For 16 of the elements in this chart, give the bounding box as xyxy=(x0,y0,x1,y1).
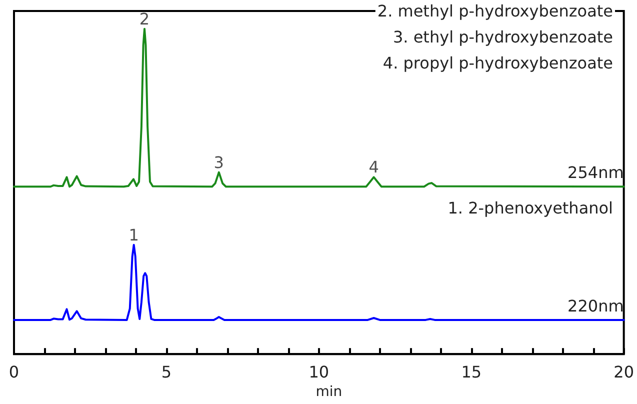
annotation: 4. propyl p-hydroxybenzoate xyxy=(382,54,614,72)
text: 2. methyl p-hydroxybenzoate xyxy=(377,2,614,20)
x-axis-title: min xyxy=(316,384,342,400)
x-tick-label: 20 xyxy=(614,362,634,382)
x-tick-label: 5 xyxy=(161,362,172,382)
series-label: 254nm xyxy=(568,163,624,182)
annotation: 1. 2-phenoxyethanol xyxy=(448,198,614,218)
annotation: 3. ethyl p-hydroxybenzoate xyxy=(392,28,613,46)
annotation: 2 xyxy=(139,9,150,28)
annotation: 3 xyxy=(214,152,224,172)
series-label: 220nm xyxy=(568,296,624,316)
annotation: 1 xyxy=(128,225,139,244)
x-tick-label: 10 xyxy=(308,362,330,382)
annotation: 4 xyxy=(368,158,379,177)
x-tick-label: 15 xyxy=(461,362,482,382)
x-tick-label: 0 xyxy=(8,362,20,382)
